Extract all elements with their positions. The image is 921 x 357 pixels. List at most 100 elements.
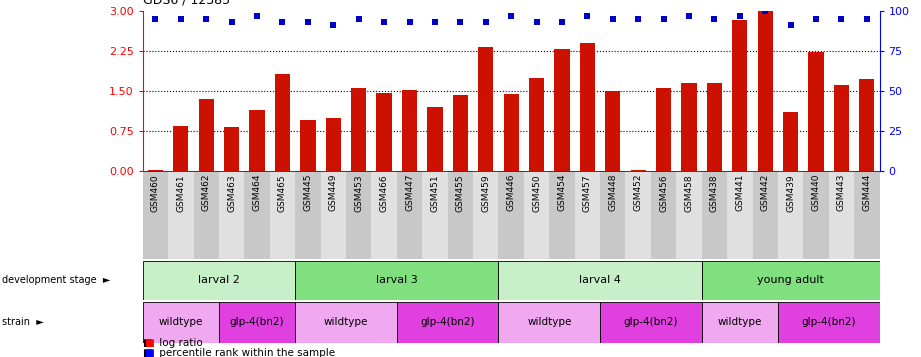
Point: [809, 16, 823, 22]
Bar: [498, 171, 524, 259]
Text: ■  percentile rank within the sample: ■ percentile rank within the sample: [143, 348, 335, 357]
Point: [453, 19, 468, 25]
Text: GSM455: GSM455: [456, 174, 465, 212]
Bar: [732, 20, 748, 171]
Text: GSM446: GSM446: [507, 174, 516, 211]
Point: [530, 19, 544, 25]
Point: [580, 12, 595, 18]
Point: [478, 19, 493, 25]
Text: GSM464: GSM464: [252, 174, 262, 211]
Bar: [478, 47, 494, 171]
Bar: [143, 302, 219, 343]
Text: glp-4(bn2): glp-4(bn2): [801, 317, 856, 327]
Bar: [274, 74, 290, 171]
Point: [859, 16, 874, 22]
Bar: [682, 83, 696, 171]
Bar: [758, 11, 773, 171]
Point: [173, 16, 188, 22]
Text: GSM452: GSM452: [634, 174, 643, 211]
Point: [504, 12, 519, 18]
Bar: [326, 118, 341, 171]
Text: GSM445: GSM445: [303, 174, 312, 211]
Bar: [854, 171, 880, 259]
Text: GSM443: GSM443: [837, 174, 846, 211]
Bar: [427, 107, 443, 171]
Point: [605, 16, 620, 22]
Text: GSM456: GSM456: [659, 174, 668, 212]
Bar: [809, 52, 823, 171]
Bar: [148, 170, 163, 171]
Text: wildtype: wildtype: [527, 317, 571, 327]
Point: [250, 12, 264, 18]
Text: GSM439: GSM439: [787, 174, 795, 212]
Text: GSM466: GSM466: [379, 174, 389, 212]
Bar: [706, 83, 722, 171]
Bar: [371, 171, 397, 259]
Bar: [422, 171, 448, 259]
Text: GSM457: GSM457: [583, 174, 592, 212]
Point: [732, 12, 747, 18]
Bar: [169, 171, 193, 259]
Bar: [321, 171, 346, 259]
Text: GSM438: GSM438: [710, 174, 719, 212]
Point: [148, 16, 163, 22]
Bar: [351, 88, 367, 171]
Bar: [498, 261, 702, 300]
Bar: [752, 171, 778, 259]
Point: [199, 16, 214, 22]
Bar: [143, 171, 169, 259]
Text: GSM461: GSM461: [176, 174, 185, 212]
Bar: [244, 171, 270, 259]
Bar: [504, 94, 519, 171]
Bar: [397, 171, 422, 259]
Bar: [296, 261, 498, 300]
Text: wildtype: wildtype: [324, 317, 368, 327]
Bar: [498, 302, 600, 343]
Bar: [143, 261, 296, 300]
Text: GSM440: GSM440: [811, 174, 821, 211]
Text: GSM462: GSM462: [202, 174, 211, 211]
Bar: [554, 49, 569, 171]
Bar: [473, 171, 498, 259]
Point: [225, 19, 239, 25]
Bar: [600, 171, 625, 259]
Point: [834, 16, 849, 22]
Bar: [193, 171, 219, 259]
Text: GSM458: GSM458: [684, 174, 694, 212]
Point: [657, 16, 671, 22]
Text: ■: ■: [144, 348, 154, 357]
Text: larval 2: larval 2: [198, 275, 239, 285]
Bar: [676, 171, 702, 259]
Text: ■: ■: [144, 338, 154, 348]
Bar: [575, 171, 600, 259]
Text: GSM449: GSM449: [329, 174, 338, 211]
Text: GSM465: GSM465: [278, 174, 287, 212]
Bar: [579, 43, 595, 171]
Bar: [219, 171, 244, 259]
Bar: [702, 302, 778, 343]
Bar: [219, 302, 296, 343]
Bar: [346, 171, 371, 259]
Bar: [651, 171, 676, 259]
Text: development stage  ►: development stage ►: [2, 275, 111, 285]
Text: GSM450: GSM450: [532, 174, 541, 212]
Bar: [549, 171, 575, 259]
Bar: [778, 302, 880, 343]
Point: [707, 16, 722, 22]
Text: GSM441: GSM441: [735, 174, 744, 211]
Point: [783, 22, 798, 28]
Bar: [727, 171, 752, 259]
Text: ■  log ratio: ■ log ratio: [143, 338, 203, 348]
Bar: [270, 171, 296, 259]
Text: wildtype: wildtype: [158, 317, 203, 327]
Point: [326, 22, 341, 28]
Text: GSM453: GSM453: [355, 174, 363, 212]
Bar: [402, 90, 417, 171]
Bar: [783, 112, 799, 171]
Bar: [377, 93, 391, 171]
Text: larval 4: larval 4: [579, 275, 621, 285]
Bar: [631, 170, 646, 171]
Text: GSM460: GSM460: [151, 174, 160, 212]
Text: larval 3: larval 3: [376, 275, 418, 285]
Text: GSM442: GSM442: [761, 174, 770, 211]
